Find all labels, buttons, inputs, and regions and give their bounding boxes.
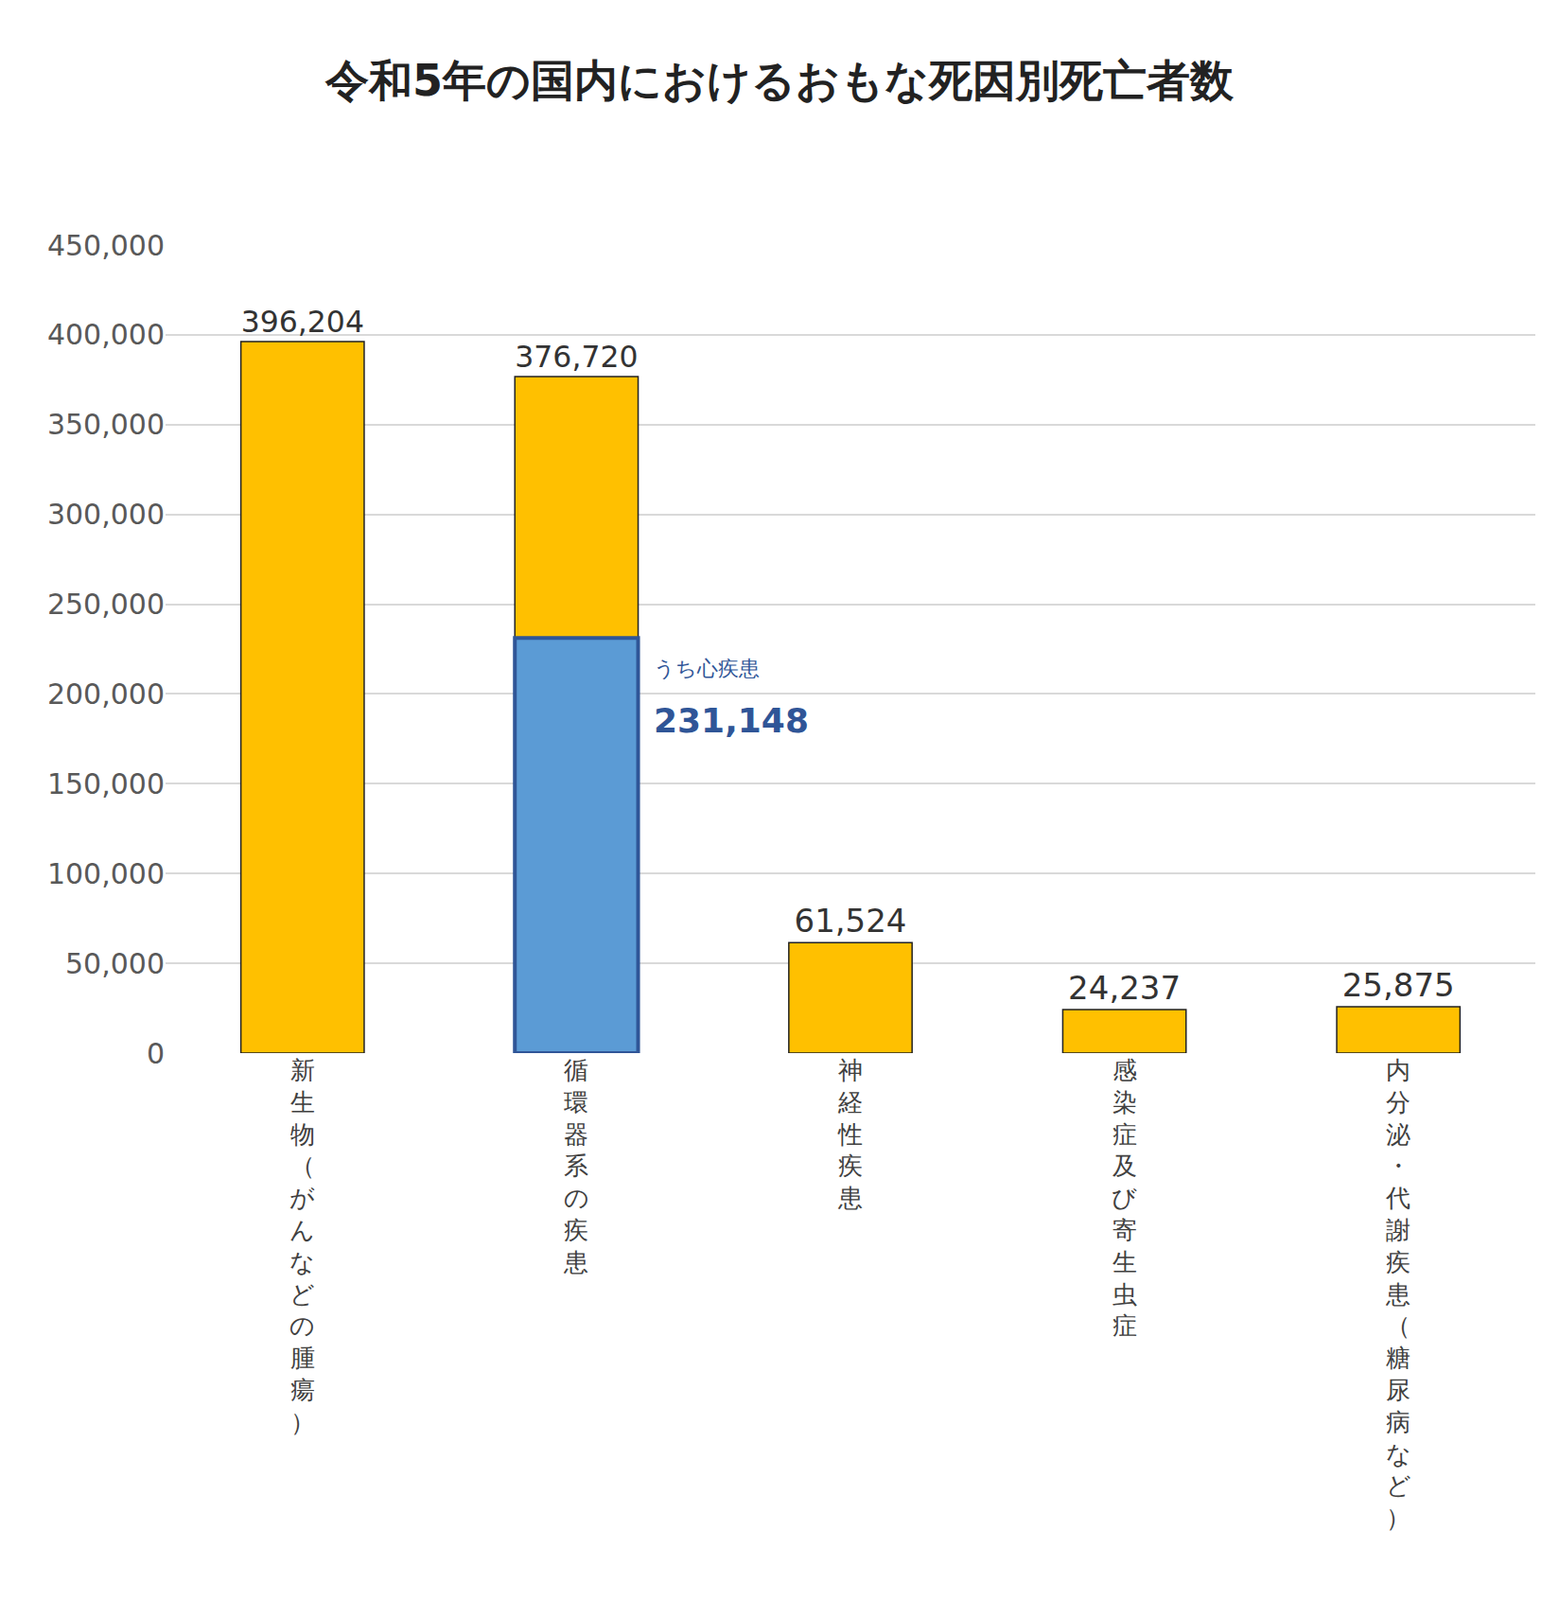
svg-text:200,000: 200,000 — [47, 677, 165, 711]
svg-text:新生物（がんなどの腫瘍）: 新生物（がんなどの腫瘍） — [289, 1055, 316, 1437]
svg-text:循環器系の疾患: 循環器系の疾患 — [562, 1055, 590, 1277]
svg-text:61,524: 61,524 — [794, 901, 908, 940]
svg-text:感染症及び寄生虫症: 感染症及び寄生虫症 — [1111, 1055, 1138, 1340]
svg-text:うち心疾患: うち心疾患 — [653, 656, 760, 681]
svg-text:0: 0 — [146, 1036, 165, 1070]
svg-text:内分泌・代謝疾患（糖尿病など）: 内分泌・代謝疾患（糖尿病など） — [1384, 1055, 1412, 1532]
svg-text:150,000: 150,000 — [47, 767, 165, 801]
svg-text:300,000: 300,000 — [47, 497, 165, 531]
svg-text:250,000: 250,000 — [47, 587, 165, 621]
svg-text:神経性疾患: 神経性疾患 — [837, 1055, 863, 1212]
svg-text:25,875: 25,875 — [1342, 965, 1455, 1004]
svg-text:231,148: 231,148 — [653, 700, 809, 740]
svg-text:350,000: 350,000 — [47, 407, 165, 441]
svg-text:376,720: 376,720 — [514, 339, 638, 374]
svg-text:令和5年の国内におけるおもな死因別死亡者数: 令和5年の国内におけるおもな死因別死亡者数 — [324, 54, 1235, 106]
svg-text:450,000: 450,000 — [47, 228, 165, 263]
svg-text:50,000: 50,000 — [65, 946, 165, 981]
svg-text:396,204: 396,204 — [241, 304, 365, 339]
svg-text:100,000: 100,000 — [47, 857, 165, 891]
svg-text:24,237: 24,237 — [1068, 968, 1181, 1007]
svg-text:400,000: 400,000 — [47, 317, 165, 351]
